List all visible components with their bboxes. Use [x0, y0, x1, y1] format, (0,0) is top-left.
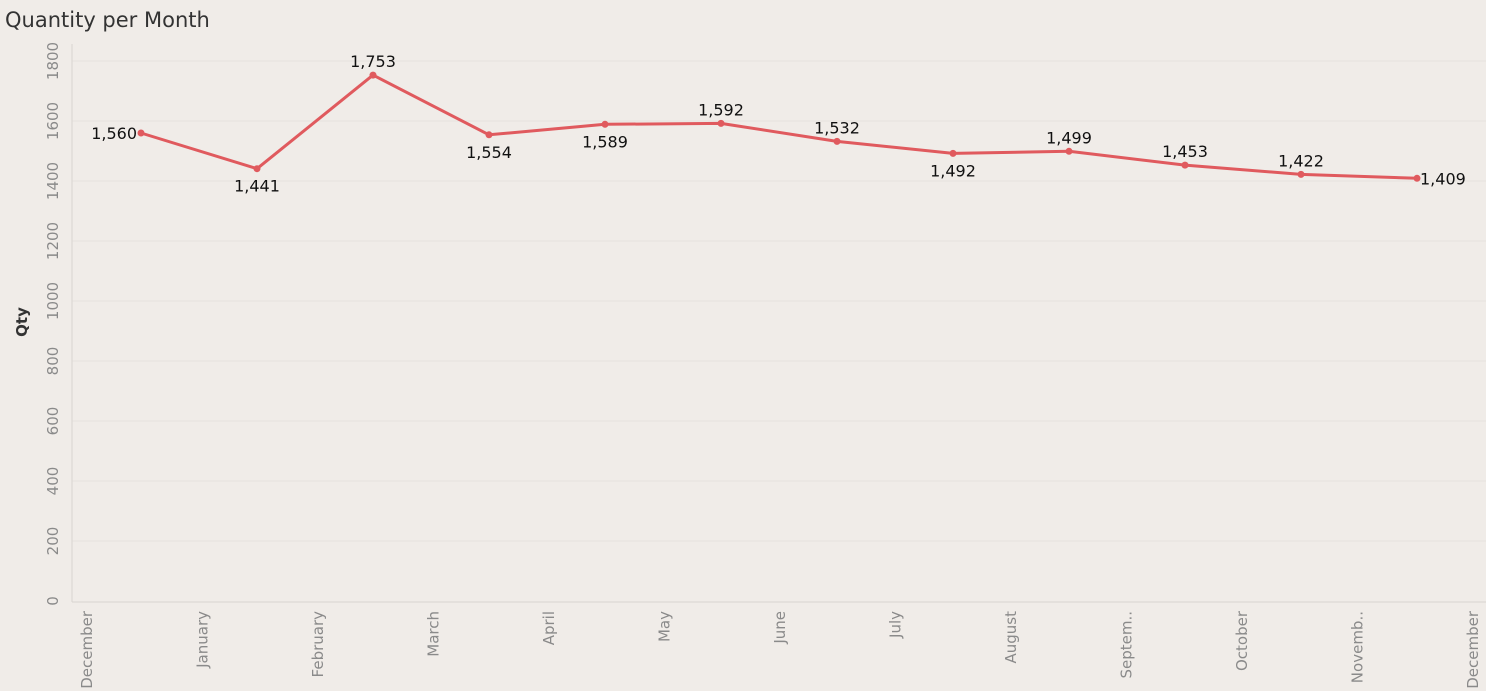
chart-title: Quantity per Month: [5, 8, 210, 32]
y-tick-label: 200: [44, 527, 62, 556]
x-tick-label: August: [1002, 611, 1020, 664]
x-tick-label: June: [771, 611, 789, 645]
data-label: 1,554: [466, 143, 512, 162]
data-label: 1,441: [234, 177, 280, 196]
y-tick-label: 400: [44, 467, 62, 496]
x-tick-label: Novemb..: [1349, 611, 1367, 683]
data-point: [1297, 170, 1305, 178]
x-tick-label: April: [540, 611, 558, 645]
x-tick-label: October: [1233, 610, 1251, 671]
y-tick-label: 1800: [44, 42, 62, 80]
y-axis-title: Qty: [13, 307, 31, 337]
data-label: 1,753: [350, 52, 396, 71]
x-tick-label: March: [425, 611, 443, 657]
data-point: [1413, 174, 1421, 182]
data-point: [1065, 147, 1073, 155]
axes: 0 200 400 600 800 1000 1200 1400 1600 1800 Qty Dece…: [13, 42, 1486, 689]
data-point: [601, 120, 609, 128]
y-tick-label: 1600: [44, 102, 62, 140]
series-line-layer: [137, 71, 1421, 182]
data-point: [949, 149, 957, 157]
data-point: [1181, 161, 1189, 169]
x-tick-label: January: [194, 611, 212, 669]
x-tick-label: Septem..: [1118, 611, 1136, 679]
data-point: [369, 71, 377, 79]
x-tick-label: December: [1464, 610, 1482, 689]
data-label: 1,409: [1420, 169, 1466, 188]
x-tick-label: July: [887, 611, 905, 639]
y-tick-label: 600: [44, 407, 62, 436]
x-tick-label: February: [309, 611, 327, 678]
data-label: 1,589: [582, 132, 628, 151]
y-tick-label: 800: [44, 347, 62, 376]
data-point: [137, 129, 145, 137]
data-label: 1,532: [814, 118, 860, 137]
data-label: 1,492: [930, 161, 976, 180]
data-label: 1,592: [698, 100, 744, 119]
data-point: [485, 131, 493, 139]
y-tick-label: 1200: [44, 222, 62, 260]
x-tick-label: May: [656, 611, 674, 642]
data-label: 1,560: [91, 124, 137, 143]
data-label: 1,499: [1046, 128, 1092, 147]
y-tick-label: 0: [44, 596, 62, 606]
data-point: [717, 119, 725, 127]
series-line: [139, 73, 1419, 180]
data-label: 1,422: [1278, 151, 1324, 170]
data-point: [253, 165, 261, 173]
data-point: [833, 137, 841, 145]
y-tick-label: 1400: [44, 162, 62, 200]
data-labels: 1,560 1,441 1,753 1,554 1,589 1,592 1,532 1,492…: [91, 52, 1466, 196]
data-label: 1,453: [1162, 142, 1208, 161]
x-tick-label: December: [78, 610, 96, 689]
gridlines: [72, 60, 1486, 542]
y-tick-label: 1000: [44, 282, 62, 320]
